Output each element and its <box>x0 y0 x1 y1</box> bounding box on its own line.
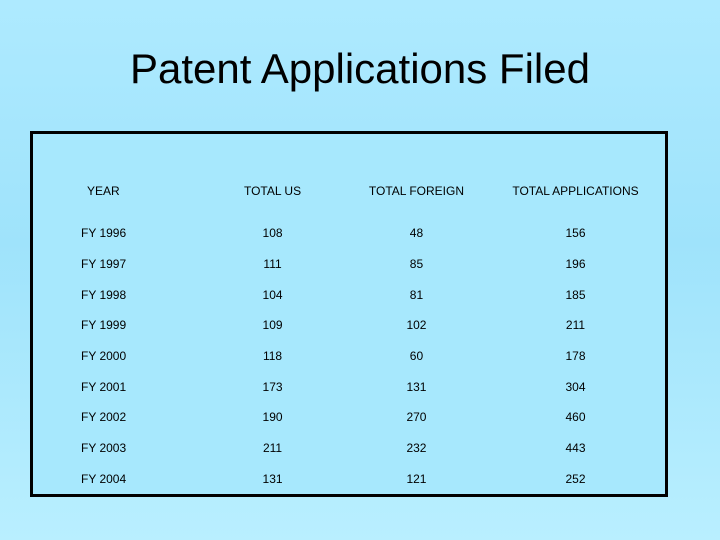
cell-year: FY 2003 <box>81 441 127 456</box>
cell-total-foreign: 131 <box>406 379 427 394</box>
table-row: FY 2002 190 270 460 <box>33 402 665 433</box>
header-year: YEAR <box>87 184 120 198</box>
cell-total-applications: 252 <box>565 471 586 486</box>
cell-total-us: 109 <box>262 318 283 333</box>
cell-total-us: 111 <box>263 257 282 272</box>
cell-year: FY 1997 <box>81 257 127 272</box>
cell-total-us: 118 <box>262 349 283 364</box>
table-row: FY 2004 131 121 252 <box>33 464 665 495</box>
cell-total-us: 131 <box>262 471 283 486</box>
header-total-foreign: TOTAL FOREIGN <box>368 184 465 198</box>
table-row: FY 2000 118 60 178 <box>33 341 665 372</box>
header-total-us: TOTAL US <box>243 184 302 198</box>
cell-total-applications: 304 <box>565 379 586 394</box>
table-row: FY 1997 111 85 196 <box>33 249 665 280</box>
cell-total-foreign: 232 <box>406 441 427 456</box>
cell-year: FY 1996 <box>81 226 127 241</box>
cell-year: FY 2002 <box>81 410 127 425</box>
cell-total-applications: 178 <box>565 349 586 364</box>
cell-total-foreign: 270 <box>406 410 427 425</box>
slide-title: Patent Applications Filed <box>130 45 590 92</box>
cell-total-foreign: 60 <box>409 349 424 364</box>
cell-total-applications: 460 <box>565 410 586 425</box>
cell-total-us: 108 <box>262 226 283 241</box>
table-row: FY 1999 109 102 211 <box>33 310 665 341</box>
cell-total-applications: 156 <box>565 226 586 241</box>
cell-total-foreign: 121 <box>406 471 427 486</box>
cell-total-us: 104 <box>262 287 283 302</box>
patent-applications-table: YEAR TOTAL US TOTAL FOREIGN TOTAL APPLIC… <box>33 184 665 494</box>
cell-year: FY 2004 <box>81 471 127 486</box>
table-frame: YEAR TOTAL US TOTAL FOREIGN TOTAL APPLIC… <box>30 131 668 497</box>
cell-year: FY 1999 <box>81 318 127 333</box>
cell-total-foreign: 81 <box>409 287 424 302</box>
cell-total-foreign: 102 <box>406 318 427 333</box>
table-row: FY 1998 104 81 185 <box>33 279 665 310</box>
table-header-row: YEAR TOTAL US TOTAL FOREIGN TOTAL APPLIC… <box>33 184 665 218</box>
cell-total-us: 173 <box>262 379 283 394</box>
cell-total-foreign: 48 <box>409 226 424 241</box>
cell-year: FY 1998 <box>81 287 127 302</box>
cell-total-applications: 443 <box>565 441 586 456</box>
cell-year: FY 2001 <box>81 379 127 394</box>
table-row: FY 2003 211 232 443 <box>33 433 665 464</box>
cell-total-applications: 196 <box>565 257 586 272</box>
cell-total-foreign: 85 <box>409 257 424 272</box>
table-row: FY 1996 108 48 156 <box>33 218 665 249</box>
cell-total-us: 211 <box>262 441 283 456</box>
cell-total-applications: 185 <box>565 287 586 302</box>
cell-year: FY 2000 <box>81 349 127 364</box>
cell-total-applications: 211 <box>565 318 586 333</box>
cell-total-us: 190 <box>262 410 283 425</box>
header-total-applications: TOTAL APPLICATIONS <box>512 184 639 198</box>
table-row: FY 2001 173 131 304 <box>33 371 665 402</box>
